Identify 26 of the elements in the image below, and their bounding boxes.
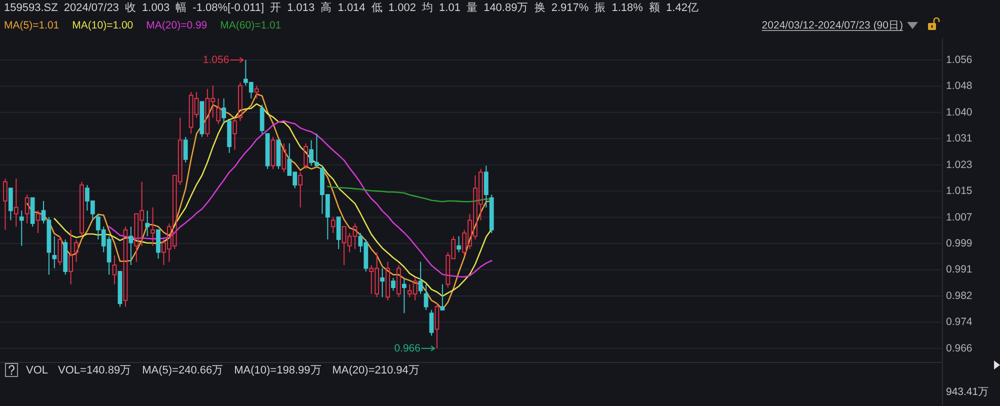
annotation: 1.056 <box>202 54 230 66</box>
title: VOL <box>26 364 48 376</box>
annotation: VOL=140.89万 <box>58 364 132 376</box>
ytick-label: 1.040 <box>946 106 972 118</box>
ytick-label: 0.982 <box>946 290 972 302</box>
annotation: MA(10)=198.99万 <box>234 364 322 376</box>
ytick-label: 1.031 <box>946 132 972 145</box>
ytick-label: 0.991 <box>946 264 972 276</box>
annotation: MA(20)=210.94万 <box>332 364 420 376</box>
subtitle: 2024/03/12-2024/07/23 (90日) <box>762 20 903 32</box>
ytick-label: 1.048 <box>946 80 972 92</box>
legend-item: MA(60)=1.01 <box>220 20 282 32</box>
ytick-label: 1.056 <box>946 54 972 66</box>
legend-item: MA(5)=1.01 <box>4 20 60 32</box>
ytick-label: 0.966 <box>946 342 972 354</box>
title: 159593.SZ 2024/07/23 收 1.003 幅 -1.08%[-0.011] 开 1.013 高 1.014 低 1.002 均 1.01 量 140.89万 换 2.917% 振 1.18% 额 1.42亿 <box>4 2 698 14</box>
subtitle: 943.41万 <box>946 386 990 398</box>
ytick-label: 0.974 <box>946 316 972 328</box>
annotation: MA(5)=240.66万 <box>142 364 224 376</box>
ytick-label: 1.015 <box>946 185 972 198</box>
legend-item: MA(20)=0.99 <box>146 20 208 32</box>
ytick-label: 1.023 <box>946 158 972 171</box>
ytick-label: 1.007 <box>946 211 972 224</box>
annotation: 0.966 <box>394 342 420 354</box>
legend-item: MA(10)=1.00 <box>72 20 134 32</box>
ytick-label: 0.999 <box>946 238 972 250</box>
